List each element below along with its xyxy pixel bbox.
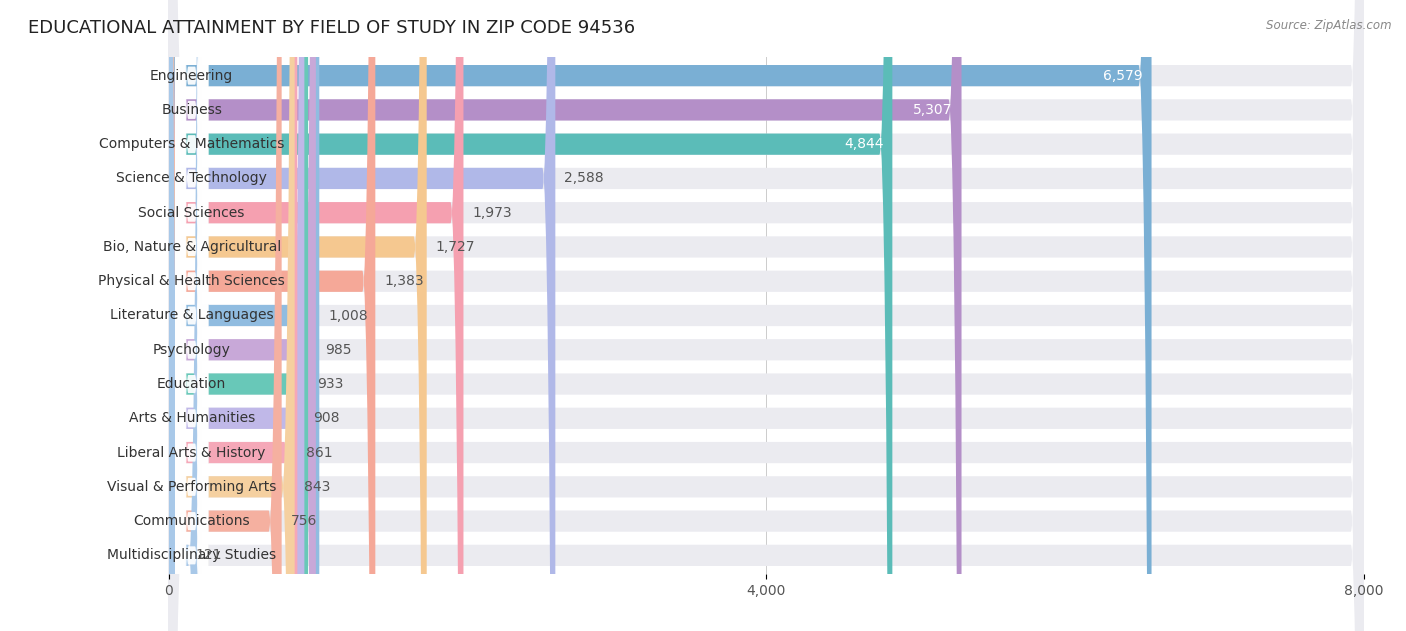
Text: Social Sciences: Social Sciences [138,206,245,220]
Text: Source: ZipAtlas.com: Source: ZipAtlas.com [1267,19,1392,32]
FancyBboxPatch shape [176,0,208,631]
FancyBboxPatch shape [169,0,426,631]
Text: 1,383: 1,383 [384,274,425,288]
Text: 1,727: 1,727 [436,240,475,254]
FancyBboxPatch shape [169,0,1364,631]
FancyBboxPatch shape [176,0,208,631]
FancyBboxPatch shape [169,0,1152,631]
FancyBboxPatch shape [169,0,281,631]
FancyBboxPatch shape [169,0,1364,631]
Text: 121: 121 [195,548,222,562]
FancyBboxPatch shape [169,0,893,631]
Text: Physical & Health Sciences: Physical & Health Sciences [98,274,285,288]
Text: 1,973: 1,973 [472,206,512,220]
FancyBboxPatch shape [169,0,1364,631]
FancyBboxPatch shape [169,0,962,631]
FancyBboxPatch shape [169,0,464,631]
FancyBboxPatch shape [169,0,1364,631]
FancyBboxPatch shape [169,0,295,631]
FancyBboxPatch shape [176,0,208,631]
FancyBboxPatch shape [176,0,208,631]
FancyBboxPatch shape [169,0,297,631]
FancyBboxPatch shape [176,0,208,631]
FancyBboxPatch shape [169,0,1364,631]
FancyBboxPatch shape [169,0,308,631]
FancyBboxPatch shape [169,0,1364,631]
Text: Science & Technology: Science & Technology [117,172,267,186]
Text: 6,579: 6,579 [1102,69,1143,83]
Text: Education: Education [157,377,226,391]
Text: 1,008: 1,008 [328,309,368,322]
FancyBboxPatch shape [176,0,208,631]
Text: 2,588: 2,588 [564,172,605,186]
FancyBboxPatch shape [169,0,1364,631]
Text: Multidisciplinary Studies: Multidisciplinary Studies [107,548,276,562]
FancyBboxPatch shape [176,0,208,631]
Text: 985: 985 [325,343,352,357]
Text: 4,844: 4,844 [844,137,883,151]
Text: 861: 861 [307,445,333,459]
FancyBboxPatch shape [169,0,201,631]
Text: Psychology: Psychology [153,343,231,357]
FancyBboxPatch shape [176,0,208,631]
Text: Literature & Languages: Literature & Languages [110,309,273,322]
FancyBboxPatch shape [176,0,208,631]
FancyBboxPatch shape [169,0,1364,631]
FancyBboxPatch shape [169,0,304,631]
FancyBboxPatch shape [169,0,1364,631]
FancyBboxPatch shape [169,0,1364,631]
Text: 908: 908 [314,411,340,425]
FancyBboxPatch shape [176,0,208,631]
Text: Visual & Performing Arts: Visual & Performing Arts [107,480,277,494]
FancyBboxPatch shape [169,0,555,631]
Text: 843: 843 [304,480,330,494]
FancyBboxPatch shape [176,0,208,631]
FancyBboxPatch shape [176,0,208,631]
Text: Arts & Humanities: Arts & Humanities [128,411,254,425]
Text: EDUCATIONAL ATTAINMENT BY FIELD OF STUDY IN ZIP CODE 94536: EDUCATIONAL ATTAINMENT BY FIELD OF STUDY… [28,19,636,37]
Text: 5,307: 5,307 [912,103,952,117]
Text: Liberal Arts & History: Liberal Arts & History [118,445,266,459]
Text: 756: 756 [291,514,316,528]
Text: 933: 933 [318,377,343,391]
Text: Computers & Mathematics: Computers & Mathematics [98,137,284,151]
FancyBboxPatch shape [176,0,208,631]
Text: Business: Business [162,103,222,117]
Text: Engineering: Engineering [150,69,233,83]
FancyBboxPatch shape [169,0,1364,631]
FancyBboxPatch shape [169,0,316,631]
FancyBboxPatch shape [176,0,208,631]
FancyBboxPatch shape [169,0,1364,631]
FancyBboxPatch shape [176,0,208,631]
FancyBboxPatch shape [169,0,319,631]
Text: Bio, Nature & Agricultural: Bio, Nature & Agricultural [103,240,281,254]
FancyBboxPatch shape [169,0,1364,631]
Text: Communications: Communications [134,514,250,528]
FancyBboxPatch shape [169,0,1364,631]
FancyBboxPatch shape [169,0,1364,631]
FancyBboxPatch shape [169,0,375,631]
